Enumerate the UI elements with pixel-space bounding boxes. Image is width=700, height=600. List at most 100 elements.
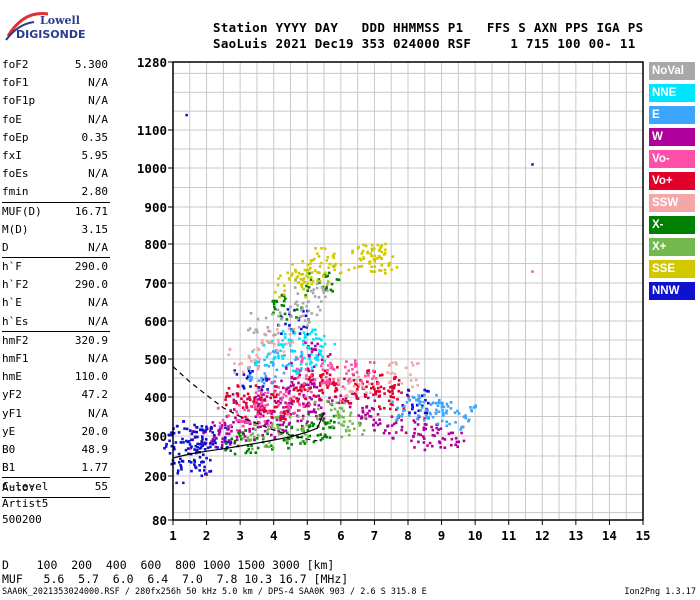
echo-point — [253, 405, 257, 408]
echo-point — [202, 453, 205, 456]
echo-point — [314, 411, 317, 414]
echo-point — [252, 331, 256, 334]
echo-point — [416, 384, 419, 387]
echo-point — [300, 309, 303, 312]
param-row: foF1p N/A — [2, 92, 110, 110]
echo-point — [302, 277, 306, 280]
echo-point — [189, 446, 193, 450]
echo-point — [256, 425, 260, 429]
echo-point — [337, 401, 341, 405]
param-row: foEp 0.35 — [2, 129, 110, 147]
echo-point — [364, 393, 368, 396]
param-name: M(D) — [2, 222, 29, 236]
echo-point — [201, 437, 204, 441]
echo-point — [292, 388, 296, 392]
echo-point — [295, 397, 298, 400]
echo-point — [321, 345, 324, 349]
echo-point — [319, 414, 322, 417]
echo-point — [456, 409, 459, 413]
echo-point — [351, 372, 355, 376]
echo-point — [474, 405, 477, 409]
echo-point — [284, 429, 288, 432]
param-name: fmin — [2, 185, 29, 199]
echo-point — [342, 416, 345, 419]
echo-point — [316, 342, 319, 346]
echo-point — [311, 291, 315, 295]
echo-point — [321, 419, 325, 422]
echo-point — [295, 386, 298, 389]
echo-point — [289, 413, 292, 416]
echo-point — [277, 314, 280, 318]
echo-point — [370, 265, 373, 269]
echo-point — [244, 451, 248, 455]
legend-item: NNE — [649, 84, 695, 102]
echo-point — [198, 447, 202, 450]
echo-point — [313, 356, 317, 360]
echo-point — [370, 382, 374, 386]
echo-point — [306, 309, 309, 313]
param-name: hmF1 — [2, 352, 29, 365]
echo-point — [404, 366, 408, 370]
echo-point — [439, 401, 442, 405]
y-tick-label: 700 — [144, 276, 167, 291]
echo-point — [334, 414, 338, 417]
echo-point — [200, 474, 204, 478]
echo-point — [314, 395, 318, 398]
echo-point — [321, 391, 325, 395]
echo-point — [279, 343, 282, 346]
echo-point — [277, 324, 281, 327]
echo-point — [427, 416, 430, 419]
echo-point — [254, 328, 258, 332]
echo-point — [301, 417, 305, 421]
echo-point — [390, 361, 394, 364]
x-tick-label: 4 — [270, 528, 278, 543]
echo-point — [302, 384, 306, 387]
echo-point — [373, 254, 376, 258]
echo-point — [260, 396, 263, 399]
echo-point — [348, 390, 352, 393]
echo-point — [269, 361, 273, 364]
echo-point — [253, 438, 256, 442]
echo-point — [276, 415, 279, 419]
echo-point — [212, 440, 216, 443]
isolated-echo-point — [182, 481, 185, 485]
echo-point — [258, 415, 262, 419]
echo-point — [326, 383, 330, 386]
echo-point — [383, 406, 386, 410]
echo-point — [308, 321, 311, 324]
echo-point — [299, 385, 302, 389]
echo-point — [257, 402, 261, 406]
echo-point — [304, 368, 308, 371]
echo-point — [406, 393, 409, 397]
echo-point — [395, 266, 399, 269]
echo-point — [276, 427, 280, 430]
echo-point — [316, 417, 319, 421]
echo-point — [176, 469, 180, 472]
echo-point — [283, 354, 286, 357]
echo-point — [318, 397, 321, 401]
echo-point — [279, 401, 282, 405]
echo-point — [172, 445, 176, 449]
echo-point — [320, 358, 324, 362]
echo-point — [408, 414, 411, 417]
echo-point — [300, 350, 303, 354]
echo-point — [282, 414, 286, 418]
param-name: h`F2 — [2, 278, 29, 292]
echo-point — [269, 396, 272, 400]
echo-point — [441, 409, 444, 412]
echo-point — [307, 369, 311, 373]
echo-point — [287, 362, 291, 366]
echo-point — [306, 388, 310, 392]
echo-point — [370, 406, 374, 410]
echo-point — [290, 426, 293, 430]
echo-point — [319, 406, 323, 409]
echo-point — [316, 358, 320, 362]
echo-point — [422, 426, 426, 429]
echo-point — [386, 424, 390, 427]
echo-point — [408, 411, 411, 414]
echo-point — [366, 412, 369, 415]
param-separator — [2, 477, 110, 479]
echo-point — [315, 414, 318, 418]
echo-point — [255, 353, 259, 357]
x-tick-label: 13 — [568, 528, 583, 543]
